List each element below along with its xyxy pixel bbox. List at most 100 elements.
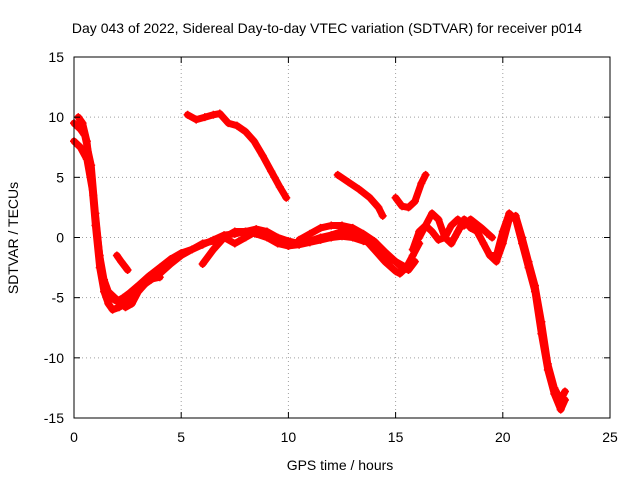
- data-point: [466, 223, 475, 232]
- data-point: [498, 239, 507, 248]
- data-point: [440, 233, 449, 242]
- x-tick-label: 0: [70, 429, 78, 445]
- series-line: [70, 119, 423, 308]
- data-point: [316, 234, 325, 243]
- data-point: [117, 257, 126, 266]
- data-point: [505, 215, 514, 224]
- series-pass-2: [70, 119, 424, 308]
- data-point: [556, 405, 565, 414]
- data-point: [543, 359, 552, 368]
- data-point: [250, 137, 259, 146]
- series-line: [74, 113, 136, 314]
- data-point: [348, 223, 357, 232]
- data-point: [87, 173, 96, 182]
- series-pass-7: [295, 221, 411, 272]
- data-point: [477, 223, 486, 232]
- y-tick-label: 10: [48, 109, 64, 125]
- x-tick-label: 20: [495, 429, 511, 445]
- y-tick-label: -5: [52, 290, 65, 306]
- data-point: [241, 227, 250, 236]
- y-axis-label: SDTVAR / TECUs: [5, 182, 21, 294]
- data-point: [127, 299, 136, 308]
- data-point: [187, 245, 196, 254]
- data-point: [488, 233, 497, 242]
- data-point: [404, 203, 413, 212]
- data-point: [408, 245, 417, 254]
- data-point: [421, 221, 430, 230]
- data-point: [166, 259, 175, 268]
- data-point: [177, 251, 186, 260]
- data-point: [230, 239, 239, 248]
- data-point: [198, 240, 207, 249]
- data-point: [556, 395, 565, 404]
- data-point: [252, 229, 261, 238]
- data-point: [395, 269, 404, 278]
- data-point: [95, 263, 104, 272]
- data-point: [198, 259, 207, 268]
- y-tick-label: -10: [44, 350, 64, 366]
- data-point: [455, 223, 464, 232]
- data-point: [220, 233, 229, 242]
- data-point: [492, 257, 501, 266]
- series-pass-8: [183, 109, 291, 202]
- chart-title: Day 043 of 2022, Sidereal Day-to-day VTE…: [72, 20, 582, 36]
- axis-ticks: 0 5 10 15 20 25 -15 -10 -5 0 5 10 15: [44, 49, 618, 445]
- series-line: [334, 171, 387, 220]
- data-point: [316, 223, 325, 232]
- data-point: [537, 317, 546, 326]
- data-point: [155, 273, 164, 282]
- data-point: [428, 209, 437, 218]
- data-point: [76, 143, 85, 152]
- data-point: [380, 247, 389, 256]
- data-point: [391, 267, 400, 276]
- data-point: [530, 281, 539, 290]
- data-point: [112, 251, 121, 260]
- data-point: [224, 119, 233, 128]
- data-point: [305, 229, 314, 238]
- data-point: [391, 193, 400, 202]
- data-point: [134, 287, 143, 296]
- data-point: [434, 215, 443, 224]
- data-point: [209, 235, 218, 244]
- data-point: [100, 287, 109, 296]
- x-axis-label: GPS time / hours: [287, 457, 394, 473]
- series-line: [70, 137, 419, 305]
- data-point: [398, 202, 407, 211]
- data-point: [183, 110, 192, 119]
- data-point: [338, 221, 346, 230]
- series-pass-5: [121, 273, 164, 312]
- x-tick-label: 25: [602, 429, 618, 445]
- data-point: [209, 110, 218, 119]
- data-series: [70, 109, 569, 414]
- data-point: [370, 237, 379, 246]
- data-point: [275, 182, 284, 191]
- data-point: [327, 221, 336, 230]
- x-tick-label: 5: [177, 429, 185, 445]
- data-point: [82, 137, 91, 146]
- data-point: [511, 211, 520, 220]
- data-point: [359, 237, 368, 246]
- data-point: [415, 233, 424, 242]
- data-point: [262, 233, 271, 242]
- series-pass-9: [333, 170, 387, 220]
- series-pass-11: [408, 209, 569, 414]
- data-point: [241, 127, 250, 136]
- data-point: [232, 121, 241, 130]
- data-point: [284, 241, 293, 250]
- y-tick-label: 5: [56, 169, 64, 185]
- data-point: [479, 239, 488, 248]
- series-pass-6: [198, 227, 379, 268]
- data-point: [434, 235, 443, 244]
- data-point: [410, 197, 419, 206]
- data-point: [550, 383, 559, 392]
- data-point: [359, 229, 368, 238]
- data-point: [200, 113, 209, 122]
- data-point: [123, 265, 132, 274]
- data-point: [333, 170, 342, 179]
- data-point: [145, 275, 154, 284]
- data-point: [428, 227, 437, 236]
- data-point: [327, 233, 336, 242]
- data-point: [209, 245, 218, 254]
- data-point: [374, 203, 383, 212]
- data-point: [447, 239, 456, 248]
